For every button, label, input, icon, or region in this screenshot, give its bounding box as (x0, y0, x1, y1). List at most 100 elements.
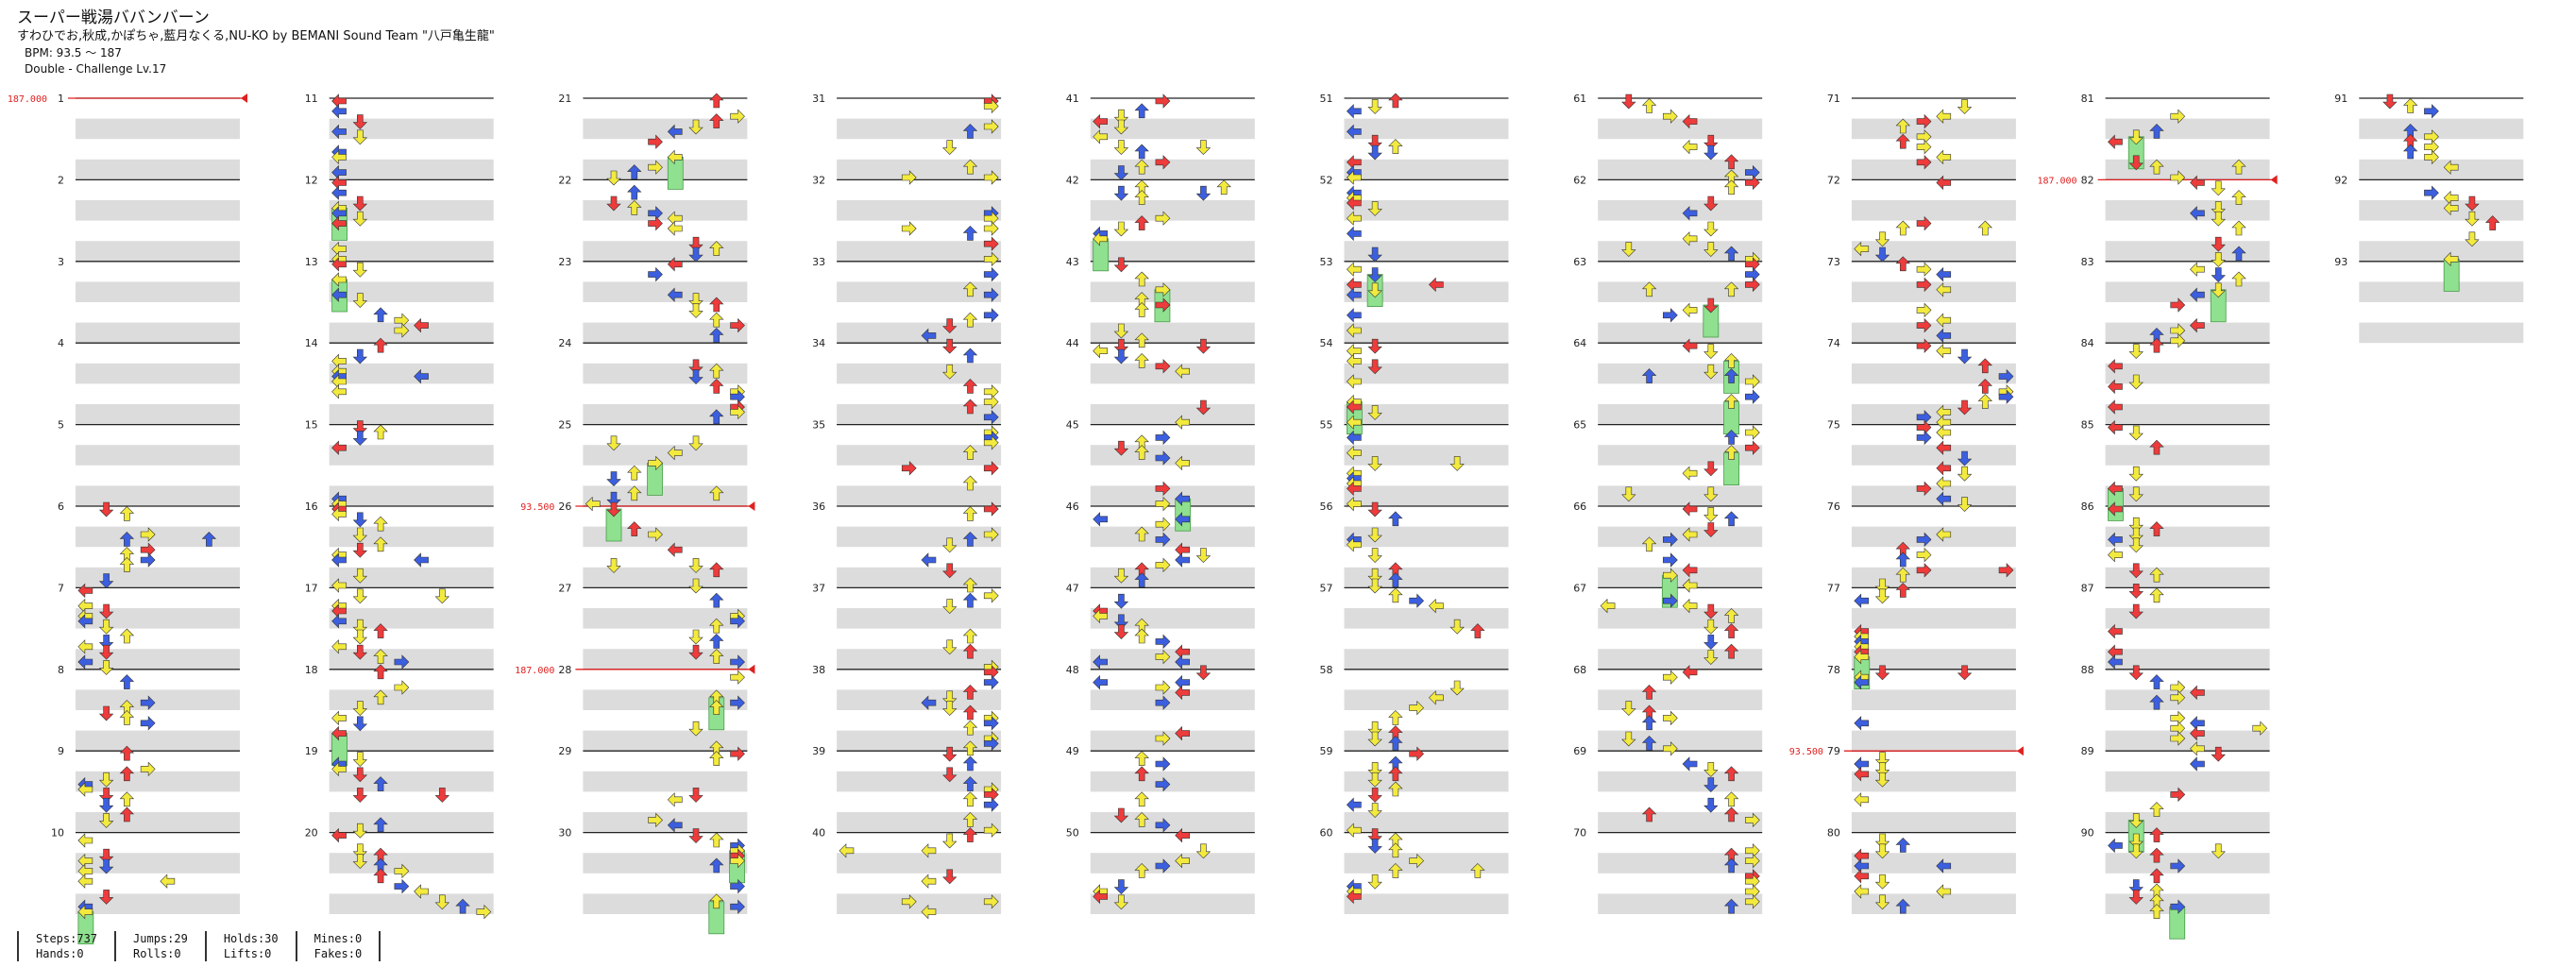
arrow-down-icon (352, 293, 368, 309)
arrow-right-icon (140, 761, 156, 777)
measure-number: 84 (2081, 337, 2094, 349)
arrow-left-icon (1346, 481, 1362, 497)
arrow-down-icon (352, 542, 368, 558)
arrow-right-icon (983, 251, 999, 267)
arrow-right-icon (1916, 532, 1932, 548)
beat-stripe (1598, 485, 1763, 506)
beat-stripe (2105, 159, 2270, 180)
measure-82: 82 (2081, 174, 2270, 262)
arrow-right-icon (1155, 557, 1171, 573)
beat-stripe (1598, 281, 1763, 302)
arrow-up-icon (962, 628, 978, 644)
arrow-up-icon (962, 348, 978, 364)
arrow-down-icon (352, 752, 368, 768)
arrow-down-icon (1874, 246, 1890, 263)
arrow-down-icon (2128, 374, 2144, 390)
arrow-down-icon (942, 746, 958, 762)
beat-stripe (583, 159, 748, 180)
arrow-up-icon (119, 709, 135, 725)
difficulty-label: Double - Challenge Lv.17 (25, 62, 167, 76)
arrow-left-icon (921, 874, 937, 889)
arrow-down-icon (688, 246, 703, 263)
arrow-down-icon (688, 119, 703, 135)
arrow-left-icon (1854, 716, 1870, 731)
beat-stripe (2105, 893, 2270, 914)
beat-stripe (329, 159, 494, 180)
arrow-up-icon (1723, 643, 1739, 659)
arrow-up-icon (1388, 709, 1403, 725)
arrow-up-icon (2231, 220, 2246, 236)
arrow-up-icon (1641, 806, 1657, 823)
arrow-down-icon (606, 170, 621, 186)
measure-60: 60 (1320, 827, 1509, 914)
arrow-up-icon (709, 113, 724, 128)
arrow-up-icon (962, 399, 978, 415)
beat-stripe (583, 771, 748, 792)
beat-stripe (1344, 363, 1509, 384)
arrow-left-icon (667, 542, 683, 557)
measure-81: 81 (2081, 93, 2270, 180)
notes-measure-13 (331, 257, 429, 338)
arrow-up-icon (1723, 154, 1739, 170)
arrow-down-icon (688, 558, 703, 573)
beat-stripe (1851, 404, 2016, 425)
arrow-up-icon (2149, 567, 2164, 583)
arrow-up-icon (1723, 281, 1739, 297)
arrow-left-icon (414, 552, 429, 568)
arrow-down-icon (1113, 221, 1129, 237)
arrow-down-icon (2128, 603, 2144, 619)
arrow-down-icon (942, 639, 958, 655)
arrow-left-icon (331, 185, 347, 200)
measure-number: 24 (558, 337, 571, 349)
measure-number: 46 (1066, 500, 1079, 513)
arrow-right-icon (476, 904, 492, 920)
measure-number: 41 (1066, 93, 1079, 105)
notes-measure-33 (921, 266, 999, 344)
arrow-right-icon (983, 588, 999, 603)
beat-stripe (76, 853, 240, 874)
notes-measure-40 (839, 827, 999, 920)
arrow-down-icon (1195, 185, 1212, 201)
measure-number: 58 (1320, 664, 1333, 676)
arrow-down-icon (2465, 211, 2480, 227)
beat-stripe (2105, 445, 2270, 466)
beat-stripe (583, 526, 748, 548)
arrow-right-icon (983, 461, 999, 476)
beat-stripe (2105, 812, 2270, 833)
arrow-up-icon (627, 485, 642, 501)
arrow-up-icon (1895, 133, 1910, 149)
arrow-right-icon (1409, 853, 1425, 869)
arrow-left-icon (1854, 869, 1870, 884)
arrow-down-icon (2128, 344, 2144, 360)
arrow-down-icon (1703, 603, 1719, 619)
arrow-right-icon (1155, 818, 1171, 833)
arrow-up-icon (1641, 536, 1657, 552)
arrow-down-icon (1957, 450, 1973, 467)
beat-stripe (76, 893, 240, 914)
arrow-down-icon (606, 435, 621, 451)
measure-number: 75 (1827, 419, 1840, 432)
notes-measure-21 (606, 93, 745, 190)
notes-measure-86 (2108, 501, 2164, 583)
arrow-up-icon (119, 806, 135, 823)
beat-stripe (837, 526, 1002, 548)
measure-number: 62 (1573, 174, 1586, 186)
arrow-left-icon (2108, 547, 2123, 563)
measure-4: 4 (58, 337, 240, 425)
arrow-up-icon (1134, 144, 1149, 160)
arrow-down-icon (1113, 894, 1129, 910)
arrow-down-icon (688, 629, 703, 645)
notes-measure-8 (98, 674, 156, 731)
measure-number: 30 (558, 827, 571, 840)
arrow-up-icon (2149, 123, 2164, 139)
measure-80: 80 (1827, 827, 2016, 914)
arrow-up-icon (2149, 802, 2164, 817)
arrow-down-icon (1703, 777, 1719, 793)
arrow-up-icon (709, 241, 724, 256)
measure-87: 87 (2081, 582, 2270, 670)
arrow-up-icon (373, 424, 388, 440)
bpm-flag (2270, 175, 2278, 185)
arrow-left-icon (1093, 231, 1108, 246)
stat-group-holds: Holds:30 Lifts:0 (204, 931, 296, 961)
arrow-right-icon (1155, 858, 1171, 874)
